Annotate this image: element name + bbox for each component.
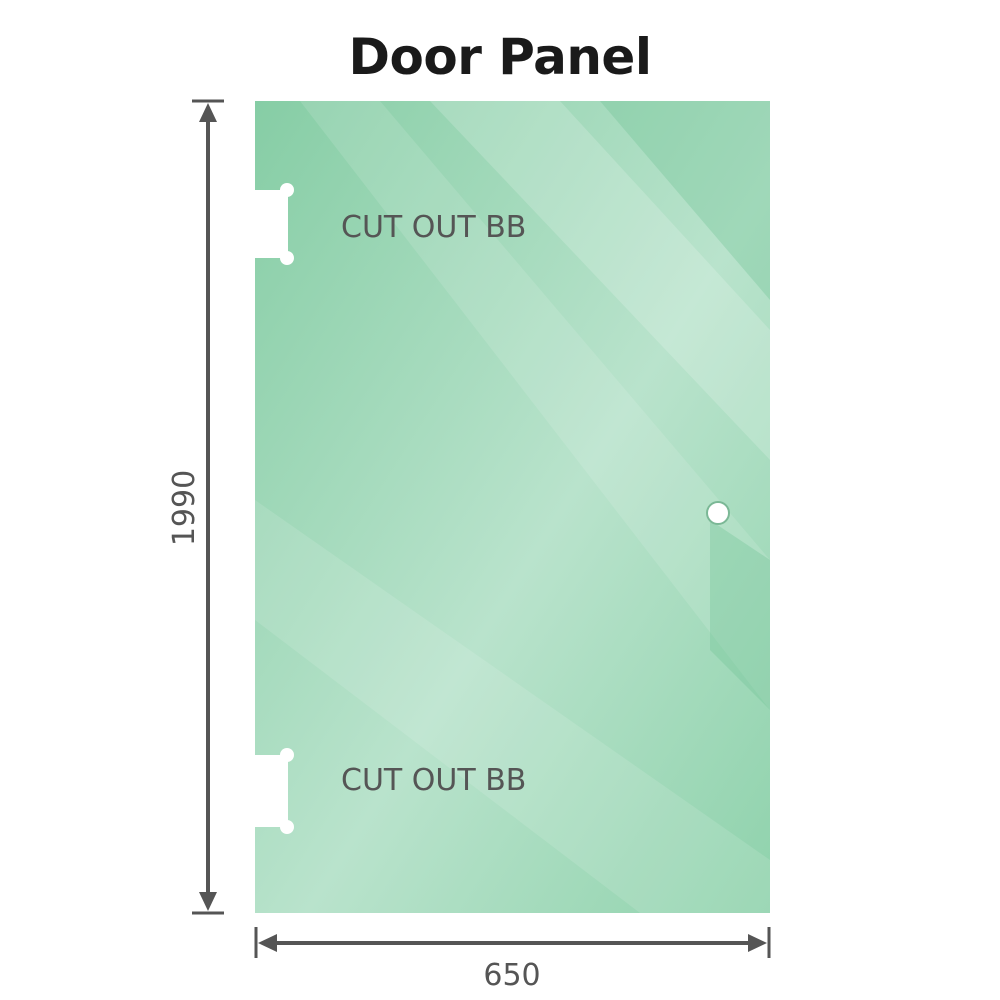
height-dimension bbox=[192, 99, 224, 915]
width-label: 650 bbox=[483, 958, 540, 993]
cutout-bottom bbox=[250, 748, 294, 834]
glass-reflection bbox=[300, 101, 770, 710]
arrow-up-icon bbox=[199, 103, 217, 122]
arrow-right-icon bbox=[748, 934, 767, 952]
glass-reflection bbox=[255, 500, 770, 913]
glass-reflection bbox=[430, 101, 770, 460]
cutout-label-bottom: CUT OUT BB bbox=[341, 763, 526, 798]
cutout-top bbox=[250, 183, 294, 265]
glass-shade bbox=[710, 520, 770, 710]
cutout-label-top: CUT OUT BB bbox=[341, 210, 526, 245]
glass-shade bbox=[600, 101, 770, 300]
handle-hole bbox=[706, 501, 730, 525]
width-dimension bbox=[254, 927, 771, 958]
arrow-down-icon bbox=[199, 892, 217, 911]
arrow-left-icon bbox=[258, 934, 277, 952]
glass-panel bbox=[255, 101, 770, 913]
diagram-title: Door Panel bbox=[348, 28, 652, 86]
height-label: 1990 bbox=[167, 470, 202, 546]
